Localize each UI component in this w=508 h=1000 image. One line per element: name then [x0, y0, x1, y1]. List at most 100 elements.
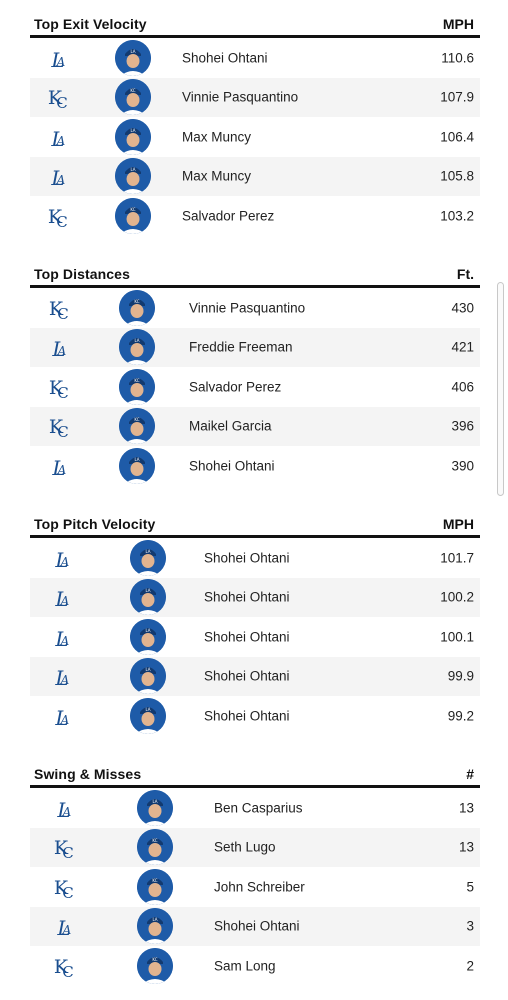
svg-text:KC: KC	[152, 957, 157, 962]
stat-value: 3	[466, 918, 474, 934]
svg-text:LA: LA	[130, 167, 135, 172]
table-row: K C KC Maikel Garcia 396	[30, 406, 480, 446]
player-name: Shohei Ohtani	[204, 629, 290, 645]
player-name: Shohei Ohtani	[189, 458, 275, 474]
table-row: L A LA Ben Casparius 13	[30, 788, 480, 828]
svg-text:LA: LA	[152, 799, 157, 804]
section-title: Top Distances	[34, 266, 130, 282]
stat-value: 406	[451, 379, 474, 395]
svg-text:L: L	[54, 548, 68, 571]
stat-value: 5	[466, 879, 474, 895]
player-name: Max Muncy	[182, 129, 252, 145]
player-name: Shohei Ohtani	[182, 50, 268, 66]
stat-value: 107.9	[440, 89, 474, 105]
svg-text:L: L	[50, 127, 64, 150]
svg-text:L: L	[51, 337, 65, 360]
section-unit: #	[466, 766, 474, 782]
stat-value: 105.8	[440, 168, 474, 184]
section-title: Swing & Misses	[34, 766, 142, 782]
svg-text:LA: LA	[130, 49, 135, 54]
svg-text:A: A	[60, 713, 70, 727]
player-avatar: LA	[130, 697, 166, 734]
player-avatar: LA	[137, 908, 173, 945]
table-row: K C KC Salvador Perez 406	[30, 367, 480, 407]
svg-text:L: L	[54, 587, 68, 610]
svg-text:LA: LA	[145, 588, 150, 593]
player-name: Shohei Ohtani	[214, 918, 300, 934]
player-avatar: LA	[115, 39, 151, 76]
svg-text:A: A	[60, 555, 70, 569]
svg-text:L: L	[51, 456, 65, 479]
svg-text:L: L	[54, 627, 68, 650]
stat-value: 2	[466, 958, 474, 974]
svg-text:KC: KC	[152, 838, 157, 843]
svg-text:A: A	[60, 594, 70, 608]
svg-text:LA: LA	[145, 628, 150, 633]
table-row: L A LA Shohei Ohtani 110.6	[30, 38, 480, 78]
section-header: Top Distances Ft.	[30, 252, 480, 288]
player-name: Shohei Ohtani	[204, 550, 290, 566]
stat-value: 100.1	[440, 629, 474, 645]
svg-text:L: L	[56, 916, 70, 939]
player-name: Shohei Ohtani	[204, 708, 290, 724]
player-avatar: KC	[119, 289, 155, 326]
table-row: L A LA Shohei Ohtani 100.2	[30, 577, 480, 617]
section-unit: MPH	[442, 16, 474, 32]
stat-value: 13	[458, 839, 474, 855]
svg-text:L: L	[56, 798, 70, 821]
svg-text:A: A	[60, 673, 70, 687]
svg-text:K: K	[49, 416, 64, 438]
stat-value: 13	[458, 800, 474, 816]
player-name: Vinnie Pasquantino	[189, 300, 306, 316]
stat-value: 99.9	[447, 668, 474, 684]
svg-text:LA: LA	[134, 457, 139, 462]
player-avatar: KC	[119, 368, 155, 405]
table-row: K C KC John Schreiber 5	[30, 867, 480, 907]
stat-value: 103.2	[440, 208, 474, 224]
svg-text:KC: KC	[134, 378, 139, 383]
section-header: Swing & Misses #	[30, 752, 480, 788]
svg-text:LA: LA	[145, 707, 150, 712]
svg-text:L: L	[50, 166, 64, 189]
section-header: Top Exit Velocity MPH	[30, 2, 480, 38]
player-name: Freddie Freeman	[189, 339, 293, 355]
svg-text:LA: LA	[145, 549, 150, 554]
svg-text:C: C	[56, 94, 67, 110]
player-name: Salvador Perez	[182, 208, 275, 224]
stat-value: 396	[451, 418, 474, 434]
svg-text:KC: KC	[134, 417, 139, 422]
svg-text:A: A	[62, 923, 72, 937]
stat-value: 421	[451, 339, 474, 355]
table-row: K C KC Sam Long 2	[30, 946, 480, 986]
stat-value: 99.2	[447, 708, 474, 724]
svg-text:L: L	[54, 666, 68, 689]
svg-text:C: C	[57, 305, 68, 321]
section-title: Top Exit Velocity	[34, 16, 147, 32]
player-avatar: LA	[119, 329, 155, 366]
player-name: Seth Lugo	[214, 839, 276, 855]
section-unit: Ft.	[456, 266, 474, 282]
svg-text:C: C	[62, 844, 73, 860]
svg-text:LA: LA	[152, 917, 157, 922]
stat-value: 110.6	[441, 50, 474, 66]
table-row: L A LA Freddie Freeman 421	[30, 327, 480, 367]
table-row: L A LA Max Muncy 105.8	[30, 156, 480, 196]
table-row: L A LA Shohei Ohtani 3	[30, 906, 480, 946]
svg-text:K: K	[49, 298, 64, 320]
scrollbar[interactable]	[497, 282, 504, 496]
stat-value: 430	[451, 300, 474, 316]
svg-text:K: K	[54, 956, 69, 978]
player-avatar: LA	[115, 158, 151, 195]
